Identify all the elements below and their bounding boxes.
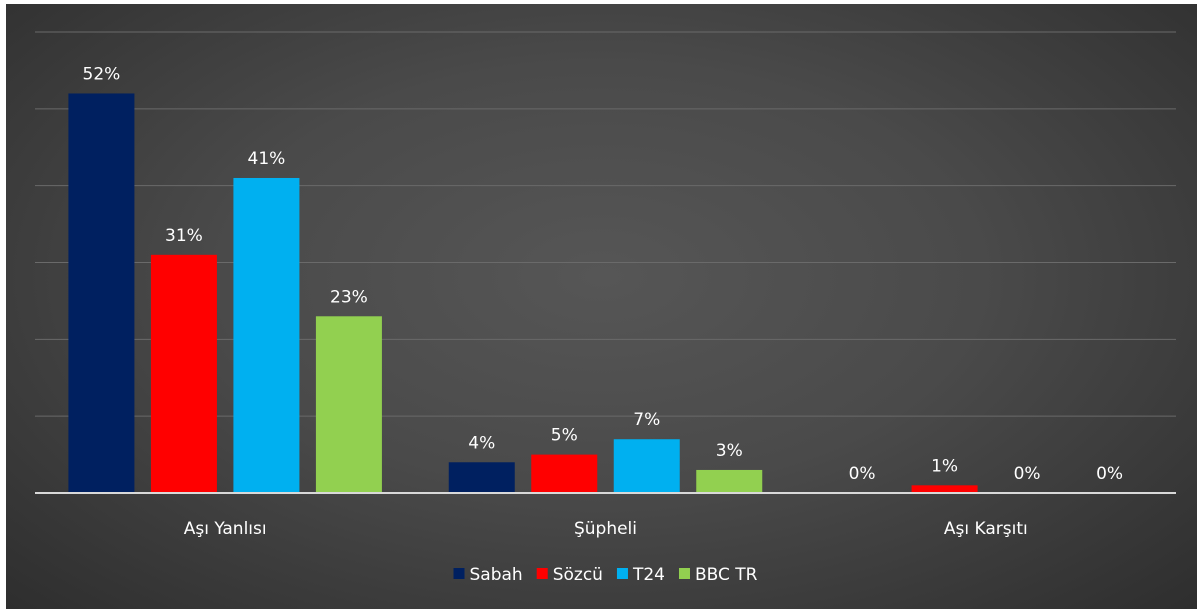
bar-t24-asi-yanlisi <box>233 177 300 493</box>
bar-sozcu-asi-yanlisi <box>150 254 217 493</box>
bar-chart: 52% 31% 41% 23% 4% 5% 7% 3% 0% 1% 0% 0% Aşı Yanlısı… <box>35 31 1176 585</box>
data-label-t24-asi-karsiti: 0% <box>1014 464 1041 484</box>
legend-item-bbc-tr: BBC TR <box>678 565 758 585</box>
category-label-asi-karsiti: Aşı Karşıtı <box>944 519 1028 539</box>
data-label-sozcu-supheli: 5% <box>551 426 578 446</box>
legend-label-sozcu: Sözcü <box>553 565 603 585</box>
bar-sozcu-supheli <box>531 454 598 493</box>
data-label-sozcu-asi-karsiti: 1% <box>931 456 958 476</box>
bar-sozcu-asi-karsiti <box>911 485 978 493</box>
legend-swatch-t24 <box>616 568 628 579</box>
legend-item-t24: T24 <box>616 565 665 585</box>
bar-t24-supheli <box>613 439 680 493</box>
legend-label-t24: T24 <box>632 565 665 585</box>
gridlines <box>35 31 1176 417</box>
data-label-bbc-tr-asi-karsiti: 0% <box>1096 464 1123 484</box>
bars <box>68 93 978 493</box>
chart-frame: 52% 31% 41% 23% 4% 5% 7% 3% 0% 1% 0% 0% Aşı Yanlısı… <box>6 4 1197 609</box>
legend-swatch-bbc-tr <box>678 568 690 579</box>
legend-swatch-sabah <box>453 568 465 579</box>
bar-bbc-tr-supheli <box>696 469 763 493</box>
legend-item-sozcu: Sözcü <box>536 565 603 585</box>
bar-bbc-tr-asi-yanlisi <box>315 316 382 493</box>
data-label-sabah-supheli: 4% <box>468 433 495 453</box>
category-labels: Aşı Yanlısı Şüpheli Aşı Karşıtı <box>184 519 1028 539</box>
data-label-t24-asi-yanlisi: 41% <box>248 149 286 169</box>
data-label-sozcu-asi-yanlisi: 31% <box>165 226 203 246</box>
data-label-sabah-asi-karsiti: 0% <box>849 464 876 484</box>
data-label-bbc-tr-asi-yanlisi: 23% <box>330 287 368 307</box>
data-labels: 52% 31% 41% 23% 4% 5% 7% 3% 0% 1% 0% 0% <box>83 64 1124 484</box>
category-label-supheli: Şüpheli <box>574 519 637 539</box>
category-label-asi-yanlisi: Aşı Yanlısı <box>184 519 267 539</box>
legend-label-bbc-tr: BBC TR <box>695 565 758 585</box>
legend: Sabah Sözcü T24 BBC TR <box>453 565 758 585</box>
data-label-sabah-asi-yanlisi: 52% <box>83 64 121 84</box>
legend-label-sabah: Sabah <box>470 565 523 585</box>
data-label-t24-supheli: 7% <box>633 410 660 430</box>
legend-swatch-sozcu <box>536 568 548 579</box>
bar-sabah-supheli <box>448 462 515 493</box>
data-label-bbc-tr-supheli: 3% <box>716 441 743 461</box>
bar-sabah-asi-yanlisi <box>68 93 135 493</box>
legend-item-sabah: Sabah <box>453 565 523 585</box>
